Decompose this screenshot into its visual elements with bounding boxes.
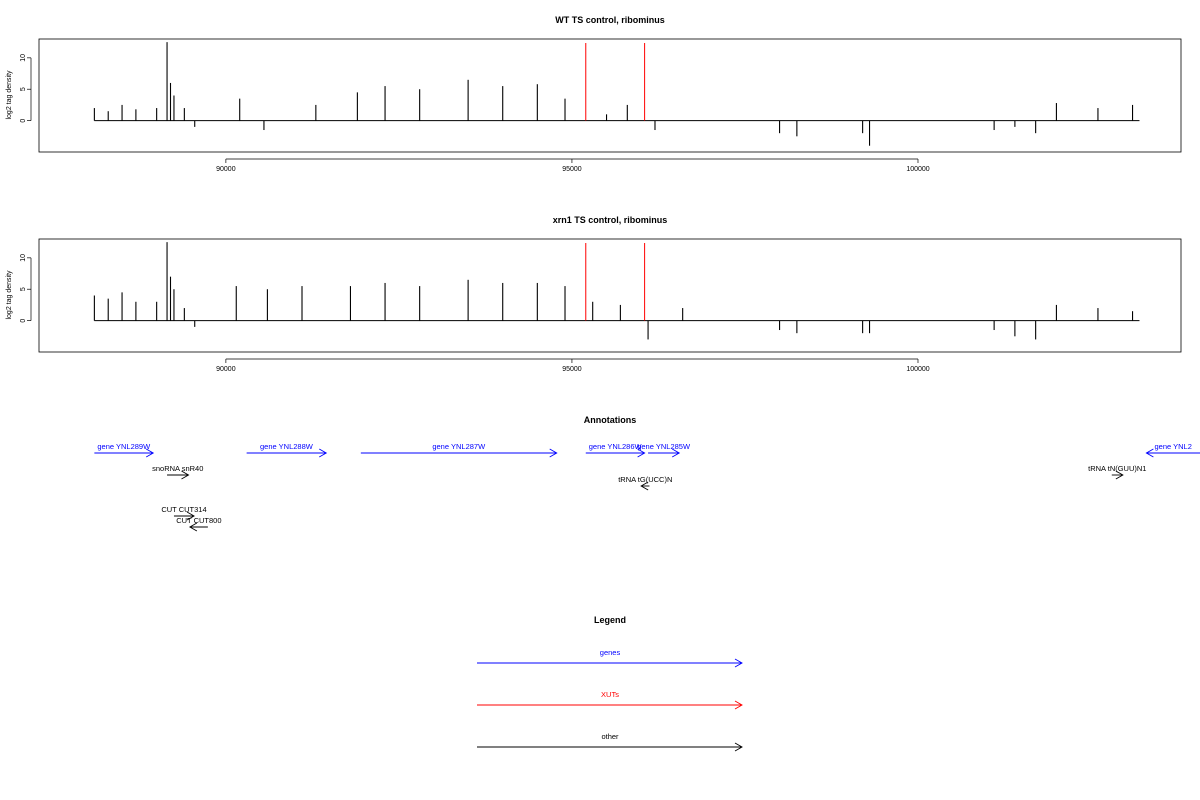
y-axis: 0 5 10: [20, 254, 32, 323]
arrow-head: [1145, 448, 1154, 458]
x-axis: 90000 95000 100000: [216, 158, 930, 173]
feature-label: CUT CUT314: [161, 505, 206, 514]
feature-label: snoRNA snR40: [152, 464, 203, 473]
annotation-feature: tRNA tN(GUU)N1: [1088, 464, 1146, 480]
x-tick-label: 100000: [906, 366, 929, 373]
annotations-title: Annotations: [584, 415, 637, 425]
legend-items: genes XUTs other: [477, 648, 743, 752]
arrow-head: [1115, 470, 1124, 480]
y-tick-label: 5: [20, 87, 27, 91]
x-tick-label: 95000: [562, 166, 582, 173]
legend-item: XUTs: [477, 690, 743, 710]
legend-label: genes: [600, 648, 621, 657]
plot-frame: [38, 38, 1182, 153]
y-axis: 0 5 10: [20, 54, 32, 123]
y-tick-label: 0: [20, 119, 27, 123]
arrow-head: [637, 448, 646, 458]
x-axis: 90000 95000 100000: [216, 358, 930, 373]
legend-title: Legend: [594, 615, 626, 625]
feature-label: gene YNL287W: [432, 442, 486, 451]
y-tick-label: 0: [20, 319, 27, 323]
annotation-feature: gene YNL289W: [94, 442, 155, 458]
y-axis-label: log2 tag density: [6, 270, 13, 320]
wt-density-panel: WT TS control, ribominus log2 tag densit…: [6, 15, 1182, 173]
feature-label: tRNA tN(GUU)N1: [1088, 464, 1146, 473]
feature-label: gene YNL286W: [589, 442, 643, 451]
arrow-head: [319, 448, 328, 458]
arrow-head: [145, 448, 155, 458]
arrow-head: [549, 448, 558, 458]
feature-label: gene YNL288W: [260, 442, 314, 451]
panel-title: WT TS control, ribominus: [555, 15, 665, 25]
legend-arrow-head: [734, 658, 743, 668]
panel-title: xrn1 TS control, ribominus: [553, 215, 668, 225]
feature-label: gene YNL285W: [637, 442, 691, 451]
y-tick-label: 10: [20, 54, 27, 62]
annotation-feature: tRNA tG(UCC)N: [618, 475, 672, 491]
legend-item: genes: [477, 648, 743, 668]
y-tick-label: 10: [20, 254, 27, 262]
legend-label: XUTs: [601, 690, 619, 699]
arrow-head: [188, 522, 198, 532]
annotation-feature: gene YNL285W: [637, 442, 691, 458]
marker-lines: [585, 43, 646, 121]
feature-label: tRNA tG(UCC)N: [618, 475, 672, 484]
annotation-feature: gene YNL287W: [360, 442, 558, 458]
annotation-items: gene YNL289W gene YNL288W gene YNL287W gene…: [94, 442, 1200, 532]
marker-lines: [585, 243, 646, 321]
density-bars: [93, 42, 1140, 146]
density-bars: [93, 242, 1140, 340]
x-tick-label: 90000: [216, 166, 236, 173]
legend-arrow-head: [734, 742, 743, 752]
arrow-head: [640, 481, 649, 491]
legend-arrow-head: [734, 700, 743, 710]
legend-label: other: [601, 732, 619, 741]
feature-label: gene YNL2: [1154, 442, 1191, 451]
y-axis-label: log2 tag density: [6, 70, 13, 120]
plot-frame: [38, 238, 1182, 353]
xrn1-density-panel: xrn1 TS control, ribominus log2 tag dens…: [6, 215, 1182, 373]
arrow-head: [671, 448, 681, 458]
annotations-track: Annotations gene YNL289W gene YNL288W gene…: [94, 415, 1200, 532]
feature-label: gene YNL289W: [97, 442, 151, 451]
annotation-feature: snoRNA snR40: [152, 464, 203, 480]
y-tick-label: 5: [20, 287, 27, 291]
feature-label: CUT CUT800: [176, 516, 221, 525]
annotation-feature: CUT CUT800: [176, 516, 222, 532]
annotation-feature: gene YNL2: [1145, 442, 1200, 458]
legend-item: other: [477, 732, 743, 752]
x-tick-label: 95000: [562, 366, 582, 373]
legend: Legend genes XUTs other: [477, 615, 743, 752]
arrow-head: [186, 511, 195, 521]
x-tick-label: 100000: [906, 166, 929, 173]
annotation-feature: CUT CUT314: [161, 505, 207, 521]
arrow-head: [181, 470, 190, 480]
annotation-feature: gene YNL288W: [246, 442, 328, 458]
annotation-feature: gene YNL286W: [585, 442, 646, 458]
x-tick-label: 90000: [216, 366, 236, 373]
